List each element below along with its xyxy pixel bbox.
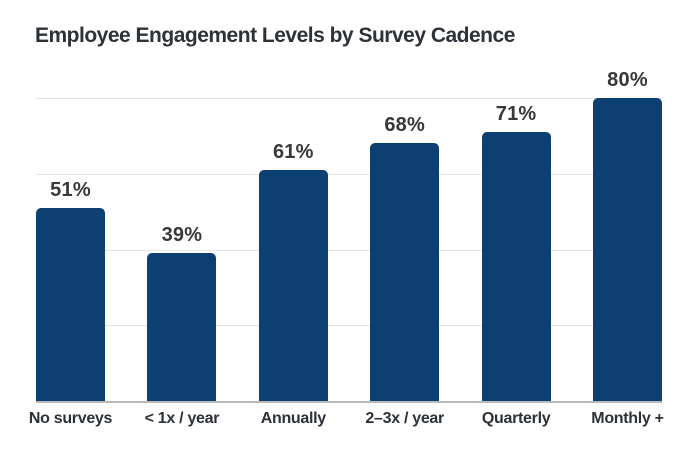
bar-value-label-1: 51% bbox=[50, 179, 91, 201]
x-axis-label-3: Annually bbox=[260, 410, 326, 427]
x-axis-label-4: 2–3x / year bbox=[365, 410, 444, 427]
gridline-80 bbox=[36, 98, 662, 99]
bar-4 bbox=[370, 143, 440, 401]
gridline-20 bbox=[36, 325, 662, 327]
bar-6 bbox=[593, 98, 662, 401]
x-axis-label-5: Quarterly bbox=[481, 410, 551, 427]
x-axis-label-6: Monthly + bbox=[591, 410, 664, 427]
axis-baseline bbox=[36, 401, 662, 403]
bar-2 bbox=[147, 253, 217, 401]
bar-value-label-6: 80% bbox=[607, 69, 648, 91]
plot-area: 51% 39% 61% 68% 71% 80% bbox=[36, 69, 662, 403]
gridline-40 bbox=[36, 249, 662, 251]
bar-3 bbox=[258, 170, 328, 401]
gridline-60 bbox=[36, 173, 662, 175]
x-axis-label-1: No surveys bbox=[28, 410, 113, 427]
bar-value-label-2: 39% bbox=[161, 224, 203, 246]
bar-5 bbox=[481, 132, 551, 401]
bar-value-label-3: 61% bbox=[272, 141, 314, 163]
x-axis: No surveys < 1x / year Annually 2–3x / year… bbox=[29, 410, 664, 434]
bar-value-label-4: 68% bbox=[384, 114, 425, 136]
chart-title: Employee Engagement Levels by Survey Cad… bbox=[35, 24, 515, 47]
x-axis-label-2: < 1x / year bbox=[144, 410, 220, 427]
bar-1 bbox=[36, 208, 105, 401]
bar-value-label-5: 71% bbox=[495, 103, 537, 125]
